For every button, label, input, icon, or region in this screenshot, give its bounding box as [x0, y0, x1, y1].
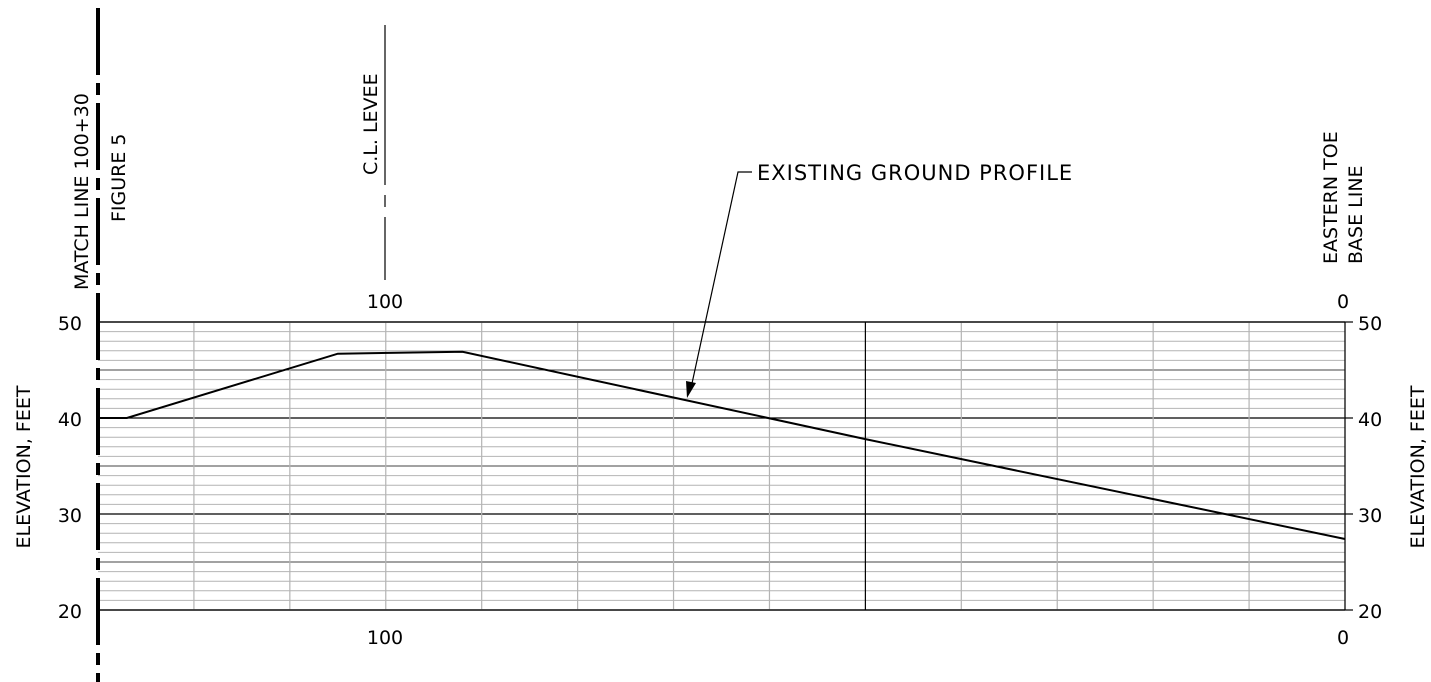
- y-axis-title-right: ELEVATION, FEET: [1407, 385, 1429, 548]
- plot-frame: [98, 321, 1353, 611]
- existing-ground-profile-line: [98, 350, 1346, 540]
- callout-leader: [690, 171, 752, 389]
- y-tick-label-left: 30: [58, 505, 82, 527]
- eastern-toe-label: EASTERN TOE: [1320, 131, 1342, 264]
- levee-centerline: C.L. LEVEE: [360, 25, 386, 280]
- y-tick-label-right: 20: [1358, 601, 1382, 623]
- centerline-label: C.L. LEVEE: [360, 73, 382, 175]
- y-tick-label-left: 20: [58, 601, 82, 623]
- profile-series: [98, 350, 1346, 540]
- profile-callout-label: EXISTING GROUND PROFILE: [757, 161, 1073, 185]
- x-tick-label-top-0: 0: [1337, 291, 1349, 313]
- y-tick-label-right: 50: [1358, 313, 1382, 335]
- y-axis-title-left: ELEVATION, FEET: [13, 385, 35, 548]
- y-tick-label-right: 40: [1358, 409, 1382, 431]
- x-tick-label-top-100: 100: [367, 291, 403, 313]
- y-tick-label-left: 40: [58, 409, 82, 431]
- x-tick-label-bottom-0: 0: [1337, 627, 1349, 649]
- y-tick-label-left: 50: [58, 313, 82, 335]
- y-tick-label-right: 30: [1358, 505, 1382, 527]
- eastern-toe-marker: EASTERN TOE BASE LINE: [1320, 131, 1367, 264]
- y-axis-right: 50 40 30 20: [1358, 313, 1382, 623]
- callout-arrowhead: [686, 381, 696, 398]
- profile-callout: EXISTING GROUND PROFILE: [686, 161, 1073, 398]
- grid: [98, 321, 1346, 611]
- match-line: MATCH LINE 100+30 FIGURE 5: [71, 8, 130, 682]
- x-axis-bottom: 100 0: [367, 627, 1349, 649]
- x-axis-top: 100 0: [367, 291, 1349, 313]
- base-line-label: BASE LINE: [1345, 165, 1367, 264]
- match-line-label: MATCH LINE 100+30: [71, 93, 93, 290]
- match-line-figure-label: FIGURE 5: [108, 134, 130, 223]
- y-axis-left: 50 40 30 20: [58, 313, 82, 623]
- x-tick-label-bottom-100: 100: [367, 627, 403, 649]
